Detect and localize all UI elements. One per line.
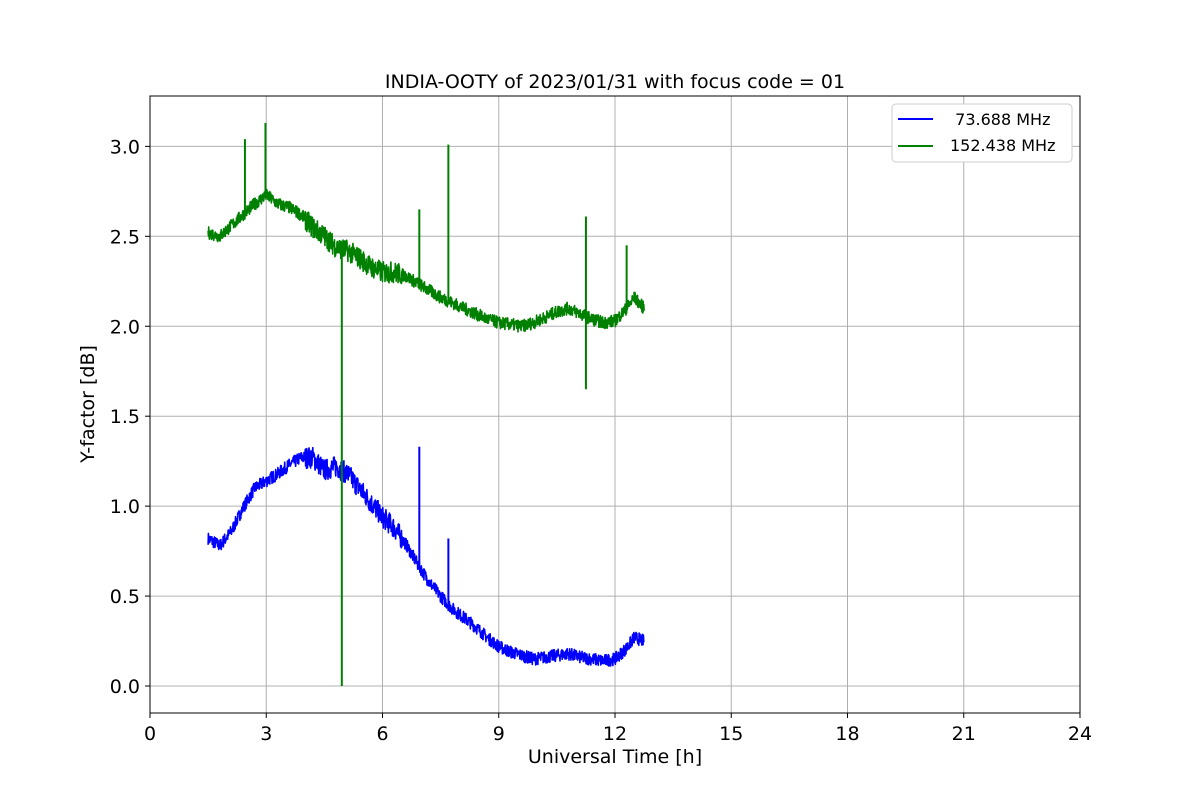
x-tick-label: 12 bbox=[603, 723, 627, 745]
x-tick-label: 24 bbox=[1068, 723, 1092, 745]
legend-box bbox=[891, 103, 1073, 163]
y-tick-label: 0.0 bbox=[110, 676, 140, 698]
y-tick-label: 1.5 bbox=[110, 406, 140, 428]
chart-title: INDIA-OOTY of 2023/01/31 with focus code… bbox=[385, 71, 845, 93]
x-tick-label: 18 bbox=[835, 723, 859, 745]
x-tick-label: 15 bbox=[719, 723, 743, 745]
axis-ticks: 0 3 6 9 12 15 18 21 24 0.0 0.5 1.0 1.5 2.0 2.5 3.0 bbox=[110, 136, 1092, 745]
series-73mhz-line bbox=[207, 446, 645, 667]
x-tick-label: 9 bbox=[493, 723, 505, 745]
x-tick-label: 3 bbox=[260, 723, 272, 745]
legend: 73.688 MHz 152.438 MHz bbox=[891, 103, 1073, 163]
legend-label-73mhz: 73.688 MHz bbox=[945, 110, 1050, 129]
x-axis-label: Universal Time [h] bbox=[528, 746, 702, 768]
y-tick-label: 2.0 bbox=[110, 316, 140, 338]
x-tick-label: 21 bbox=[952, 723, 976, 745]
y-tick-label: 3.0 bbox=[110, 136, 140, 158]
y-axis-label: Y-factor [dB] bbox=[77, 345, 99, 464]
y-tick-label: 0.5 bbox=[110, 586, 140, 608]
x-tick-label: 6 bbox=[376, 723, 388, 745]
y-tick-label: 1.0 bbox=[110, 496, 140, 518]
x-tick-label: 0 bbox=[144, 723, 156, 745]
y-tick-label: 2.5 bbox=[110, 226, 140, 248]
plot-series bbox=[207, 122, 645, 687]
series-152mhz-line bbox=[207, 188, 645, 333]
legend-label-152mhz: 152.438 MHz bbox=[950, 136, 1055, 155]
